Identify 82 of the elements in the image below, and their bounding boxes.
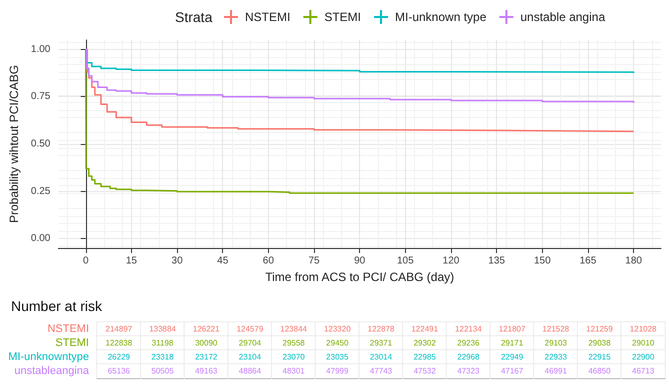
data-label: 121028 — [630, 324, 658, 334]
data-label: 122134 — [455, 324, 482, 334]
x-tick-label: 60 — [262, 256, 274, 266]
data-label: 29038 — [588, 338, 612, 348]
data-label: 46991 — [544, 366, 568, 376]
data-label: 122838 — [105, 338, 133, 348]
data-label: 50505 — [151, 366, 174, 376]
y-tick-label: STEMI — [55, 337, 89, 349]
legend-label: STEMI — [324, 10, 362, 24]
data-label: 47532 — [414, 366, 436, 376]
data-label: 23014 — [370, 352, 393, 362]
data-label: 123844 — [280, 324, 308, 334]
data-label: 22915 — [588, 352, 612, 362]
data-label: 22900 — [632, 352, 655, 362]
data-label: 49163 — [195, 366, 218, 376]
x-tick-label: 0 — [82, 256, 89, 266]
x-tick-label: 75 — [308, 256, 320, 266]
data-label: 46850 — [588, 366, 612, 376]
x-tick-label: 15 — [126, 256, 138, 266]
data-label: 29236 — [457, 338, 480, 348]
y-tick-label: NSTEMI — [47, 323, 89, 335]
data-label: 47323 — [457, 366, 480, 376]
legend-label: NSTEMI — [245, 10, 290, 24]
data-label: 30090 — [195, 338, 218, 348]
data-label: 22968 — [457, 352, 480, 362]
data-label: 23104 — [238, 352, 262, 362]
data-label: 29103 — [544, 338, 568, 348]
data-label: 29704 — [238, 338, 262, 348]
y-tick-label: MI-unknowntype — [8, 351, 89, 363]
data-label: 29010 — [632, 338, 655, 348]
data-label: 23172 — [195, 352, 218, 362]
data-label: 31198 — [152, 338, 174, 348]
data-label: 22985 — [414, 352, 436, 362]
data-label: 121259 — [586, 324, 614, 334]
data-label: 47743 — [370, 366, 393, 376]
x-tick-label: 30 — [172, 256, 184, 266]
x-tick-label: 105 — [396, 256, 414, 266]
data-label: 48864 — [238, 366, 262, 376]
x-tick-label: 150 — [534, 256, 552, 266]
data-label: 126221 — [192, 324, 220, 334]
data-label: 29450 — [326, 338, 349, 348]
data-label: 29371 — [370, 338, 393, 348]
data-label: 121528 — [542, 324, 570, 334]
data-label: 22933 — [544, 352, 568, 362]
data-label: 29302 — [414, 338, 436, 348]
data-label: 65136 — [108, 366, 131, 376]
y-tick-label: 0.25 — [30, 186, 51, 197]
legend-label: MI-unknown type — [395, 10, 487, 24]
data-label: 47167 — [500, 366, 524, 376]
x-tick-label: 45 — [217, 256, 229, 266]
chart-title: Number at risk — [11, 298, 104, 314]
data-label: 214897 — [105, 324, 133, 334]
data-label: 22949 — [500, 352, 524, 362]
data-label: 122491 — [411, 324, 439, 334]
y-tick-label: 0.00 — [30, 233, 51, 244]
data-label: 47999 — [326, 366, 349, 376]
data-label: 46713 — [632, 366, 655, 376]
data-label: 48301 — [282, 366, 306, 376]
data-label: 121807 — [498, 324, 526, 334]
data-label: 23318 — [151, 352, 174, 362]
data-label: 124579 — [236, 324, 264, 334]
x-axis-title: Time from ACS to PCI/ CABG (day) — [265, 270, 454, 284]
data-label: 23070 — [282, 352, 306, 362]
data-label: 23035 — [326, 352, 349, 362]
data-label: 29171 — [500, 338, 524, 348]
x-tick-label: 90 — [354, 256, 366, 266]
y-tick-label: 0.75 — [30, 91, 51, 102]
x-tick-label: 135 — [488, 256, 506, 266]
y-tick-label: 1.00 — [30, 44, 51, 55]
y-tick-label: unstableangina — [14, 365, 90, 377]
data-label: 26229 — [108, 352, 131, 362]
legend-title: Strata — [175, 9, 213, 25]
x-tick-label: 165 — [580, 256, 597, 266]
x-tick-label: 180 — [625, 256, 642, 266]
data-label: 123320 — [324, 324, 352, 334]
data-label: 133884 — [149, 324, 176, 334]
x-tick-label: 120 — [442, 256, 460, 266]
y-tick-label: 0.50 — [30, 138, 51, 150]
data-label: 29558 — [282, 338, 306, 348]
data-label: 122878 — [368, 324, 395, 334]
y-axis-title: Probability wihtout PCI/CABG — [7, 64, 21, 224]
legend-label: unstable angina — [520, 10, 606, 24]
